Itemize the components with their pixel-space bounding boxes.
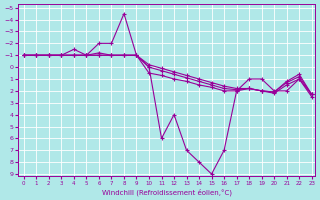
X-axis label: Windchill (Refroidissement éolien,°C): Windchill (Refroidissement éolien,°C) [101, 188, 232, 196]
